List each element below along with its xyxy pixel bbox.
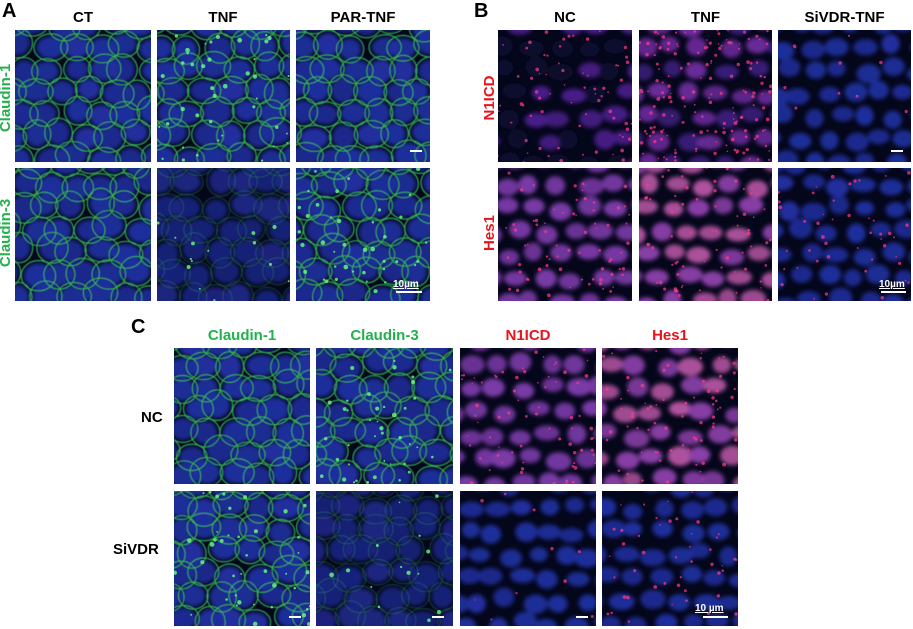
micrograph-b-sivdr-tnf-hes1 — [778, 168, 911, 301]
scale-bar-c2 — [432, 616, 444, 618]
micrograph-b-tnf-hes1 — [639, 168, 772, 301]
scale-bar-c3 — [576, 616, 588, 618]
panel-c-col-n1icd: N1ICD — [505, 327, 551, 344]
scale-label-b: 10µm — [879, 279, 905, 290]
panel-a-col-ct: CT — [73, 9, 93, 26]
micrograph-c-sivdr-n1icd — [460, 491, 596, 626]
micrograph-b-tnf-n1icd — [639, 30, 772, 162]
scale-bar-a-bottom — [396, 291, 422, 293]
panel-c-col-hes1: Hes1 — [652, 327, 688, 344]
panel-a-col-par-tnf: PAR-TNF — [330, 9, 396, 26]
panel-c-row-nc: NC — [141, 409, 163, 426]
scale-bar-c1 — [289, 616, 301, 618]
panel-c-row-sivdr: SiVDR — [113, 541, 159, 558]
micrograph-c-nc-claudin1 — [174, 348, 310, 484]
micrograph-b-sivdr-tnf-n1icd — [778, 30, 911, 162]
panel-c-col-claudin-1: Claudin-1 — [207, 327, 277, 344]
panel-c-label: C — [131, 316, 146, 338]
micrograph-a-par-tnf-claudin3 — [296, 168, 430, 301]
scale-label-c: 10 µm — [695, 603, 724, 614]
panel-b-col-sivdr-tnf: SiVDR-TNF — [804, 9, 885, 26]
micrograph-b-nc-n1icd — [498, 30, 632, 162]
micrograph-c-nc-hes1 — [602, 348, 738, 484]
micrograph-a-ct-claudin1 — [15, 30, 151, 162]
panel-b-col-nc: NC — [554, 9, 576, 26]
micrograph-c-sivdr-claudin3 — [316, 491, 453, 626]
scale-label-a: 10µm — [393, 279, 419, 290]
micrograph-c-nc-claudin3 — [316, 348, 453, 484]
scale-bar-b-top — [891, 150, 903, 152]
scale-bar-b-bottom — [881, 291, 906, 293]
micrograph-a-ct-claudin3 — [15, 168, 151, 301]
micrograph-a-tnf-claudin1 — [157, 30, 290, 162]
panel-a-col-tnf: TNF — [208, 9, 238, 26]
panel-a-row-claudin-1: Claudin-1 — [0, 63, 14, 133]
micrograph-a-par-tnf-claudin1 — [296, 30, 430, 162]
panel-c-col-claudin-3: Claudin-3 — [350, 327, 419, 344]
micrograph-c-sivdr-claudin1 — [174, 491, 310, 626]
panel-b-row-n1icd: N1ICD — [481, 75, 498, 121]
panel-b-row-hes1: Hes1 — [481, 215, 498, 251]
micrograph-a-tnf-claudin3 — [157, 168, 290, 301]
panel-b-label: B — [474, 0, 489, 22]
panel-b-col-tnf: TNF — [690, 9, 721, 26]
panel-a-row-claudin-3: Claudin-3 — [0, 198, 14, 268]
micrograph-b-nc-hes1 — [498, 168, 632, 301]
panel-a-label: A — [2, 0, 17, 22]
scale-bar-a-top — [410, 150, 422, 152]
micrograph-c-sivdr-hes1 — [602, 491, 738, 626]
scale-bar-c4 — [703, 616, 728, 618]
micrograph-c-nc-n1icd — [460, 348, 596, 484]
